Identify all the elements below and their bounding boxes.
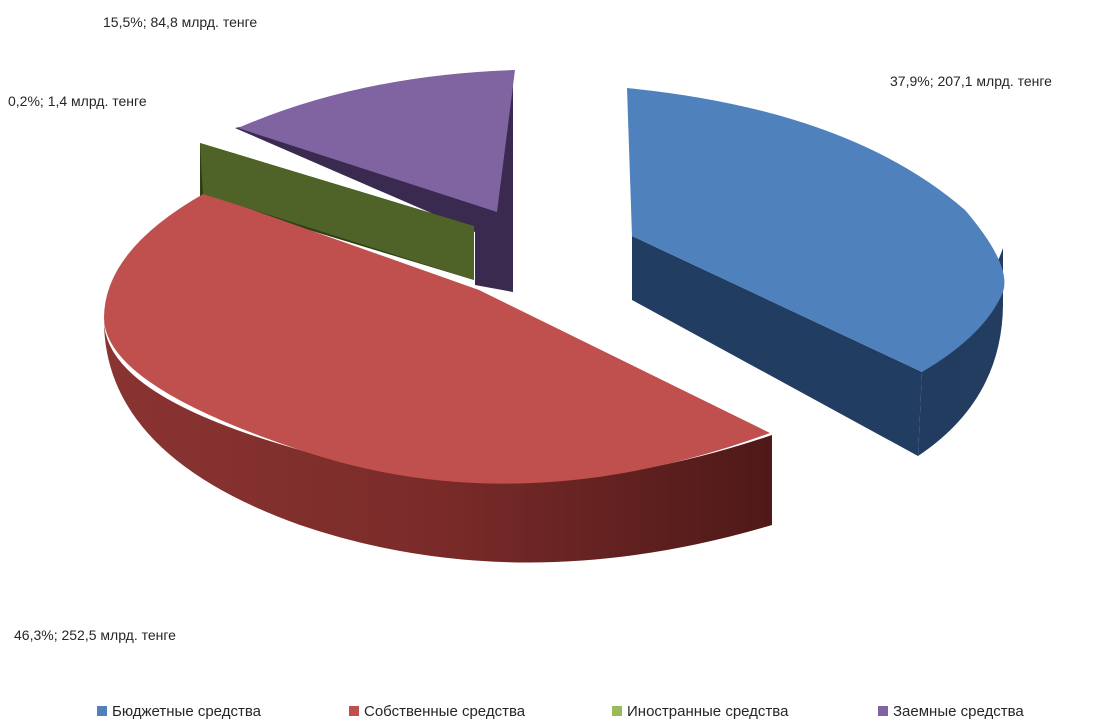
legend-label-inostrannye: Иностранные средства bbox=[627, 703, 789, 720]
legend-label-zaemnye: Заемные средства bbox=[893, 703, 1024, 720]
slice-zaemnye bbox=[238, 70, 515, 212]
legend-swatch-inostrannye bbox=[612, 706, 622, 716]
data-label-inostrannye: 0,2%; 1,4 млрд. тенге bbox=[8, 93, 147, 109]
slice-inostrannye bbox=[200, 143, 474, 280]
data-label-zaemnye: 15,5%; 84,8 млрд. тенге bbox=[103, 14, 257, 30]
legend: Бюджетные средства Собственные средства … bbox=[97, 703, 1024, 720]
slice-sobstvennye bbox=[104, 193, 770, 484]
slice-side-byudzhetnye-front bbox=[632, 236, 922, 456]
legend-swatch-zaemnye bbox=[878, 706, 888, 716]
data-label-byudzhetnye: 37,9%; 207,1 млрд. тенге bbox=[890, 73, 1052, 89]
slice-side-sobstvennye bbox=[104, 320, 772, 563]
legend-label-sobstvennye: Собственные средства bbox=[364, 703, 526, 720]
legend-label-byudzhetnye: Бюджетные средства bbox=[112, 703, 262, 720]
slice-byudzhetnye bbox=[627, 88, 1005, 372]
data-label-sobstvennye: 46,3%; 252,5 млрд. тенге bbox=[14, 627, 176, 643]
legend-swatch-byudzhetnye bbox=[97, 706, 107, 716]
legend-swatch-sobstvennye bbox=[349, 706, 359, 716]
